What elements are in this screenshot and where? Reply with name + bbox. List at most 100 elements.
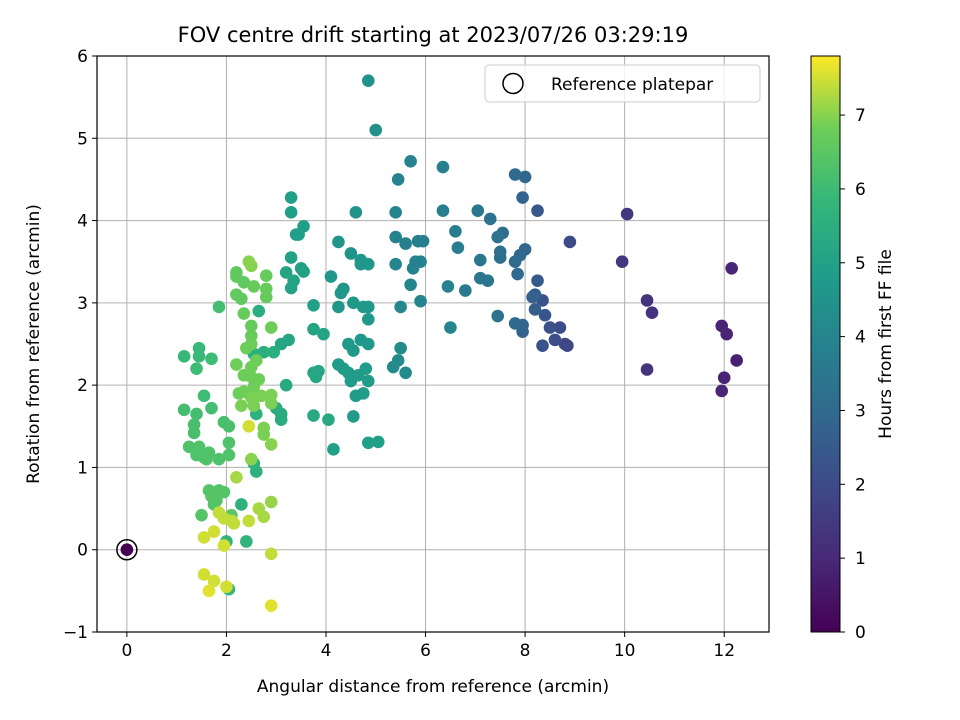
data-point bbox=[436, 160, 450, 174]
data-point bbox=[197, 389, 211, 403]
data-point bbox=[473, 253, 487, 267]
data-point bbox=[284, 251, 298, 264]
data-point bbox=[235, 292, 248, 306]
data-point bbox=[252, 304, 266, 318]
data-point bbox=[531, 274, 544, 287]
data-point bbox=[361, 300, 375, 314]
data-point bbox=[334, 286, 348, 300]
data-point bbox=[249, 465, 263, 478]
grid-lines bbox=[97, 55, 769, 633]
data-point bbox=[257, 345, 271, 359]
colorbar-tick-label: 2 bbox=[855, 475, 866, 495]
data-point bbox=[481, 274, 495, 287]
data-point bbox=[297, 265, 310, 278]
data-point bbox=[222, 419, 236, 433]
colorbar-tick-label: 6 bbox=[855, 180, 866, 200]
colorbar-tick-label: 3 bbox=[855, 401, 866, 421]
data-point bbox=[404, 155, 417, 168]
data-point bbox=[645, 306, 659, 320]
data-point bbox=[725, 261, 738, 275]
data-point bbox=[526, 290, 539, 304]
data-point bbox=[615, 255, 629, 269]
data-point bbox=[491, 309, 505, 323]
x-tick-label: 0 bbox=[121, 641, 132, 661]
data-point bbox=[245, 259, 258, 273]
colorbar-tick-label: 7 bbox=[855, 106, 866, 126]
data-point bbox=[508, 255, 522, 269]
data-point bbox=[332, 235, 345, 249]
data-point bbox=[307, 409, 320, 422]
data-point bbox=[399, 366, 412, 380]
legend-marker bbox=[502, 72, 524, 95]
data-point bbox=[347, 344, 360, 357]
data-point bbox=[284, 191, 298, 204]
data-point bbox=[414, 294, 427, 308]
data-point bbox=[327, 443, 340, 456]
data-point bbox=[177, 403, 191, 417]
data-point bbox=[212, 452, 226, 466]
legend-entry-reference-platepar: Reference platepar bbox=[551, 75, 713, 95]
data-point bbox=[284, 281, 298, 295]
plot-frame bbox=[96, 55, 770, 633]
data-point bbox=[715, 384, 729, 398]
data-point bbox=[344, 247, 358, 260]
data-point bbox=[207, 525, 221, 538]
data-point bbox=[620, 207, 634, 221]
data-point bbox=[441, 280, 455, 293]
data-point bbox=[404, 278, 417, 292]
data-point bbox=[235, 498, 248, 511]
data-point bbox=[207, 574, 221, 588]
reference-platepar-marker bbox=[116, 538, 138, 561]
x-tick-label: 12 bbox=[713, 641, 735, 661]
data-point bbox=[227, 517, 241, 530]
data-point bbox=[322, 413, 335, 427]
data-point bbox=[491, 230, 505, 244]
data-point bbox=[361, 337, 375, 351]
data-point bbox=[264, 321, 278, 334]
data-point bbox=[242, 419, 256, 433]
data-point bbox=[369, 123, 383, 137]
data-point bbox=[548, 333, 562, 347]
data-point bbox=[493, 251, 507, 264]
data-point bbox=[553, 321, 567, 334]
data-point bbox=[361, 436, 375, 450]
data-point bbox=[406, 261, 420, 275]
data-point bbox=[190, 362, 203, 375]
data-point bbox=[190, 407, 203, 421]
colorbar-ticks: 0 1 2 3 4 5 6 7 bbox=[840, 106, 866, 643]
data-point bbox=[120, 543, 134, 557]
data-point bbox=[518, 170, 532, 184]
data-point bbox=[389, 206, 402, 219]
data-point bbox=[361, 257, 375, 271]
data-point bbox=[220, 580, 233, 594]
x-tick-label: 6 bbox=[420, 641, 431, 661]
reference-platepar-circle bbox=[116, 538, 138, 561]
data-point bbox=[257, 428, 271, 441]
data-point bbox=[240, 535, 253, 548]
colorbar-tick-label: 5 bbox=[855, 254, 866, 274]
data-point bbox=[200, 452, 213, 466]
y-tick-label: 1 bbox=[77, 458, 88, 478]
data-point bbox=[257, 510, 271, 524]
data-point bbox=[640, 363, 654, 376]
data-point bbox=[242, 514, 256, 528]
data-point bbox=[254, 389, 268, 403]
data-point bbox=[182, 440, 196, 454]
data-point bbox=[399, 237, 412, 250]
data-point bbox=[347, 410, 360, 423]
data-point bbox=[284, 206, 298, 219]
data-point bbox=[720, 327, 733, 341]
y-tick-label: 6 bbox=[77, 47, 88, 67]
data-point bbox=[274, 337, 288, 351]
y-tick-label: −1 bbox=[63, 623, 88, 643]
colorbar-label: Hours from first FF file bbox=[876, 249, 896, 439]
data-point bbox=[245, 337, 258, 351]
data-point bbox=[436, 204, 450, 217]
data-point bbox=[264, 547, 278, 561]
x-axis-ticks: 0 2 4 6 8 10 12 bbox=[121, 632, 735, 661]
data-point bbox=[230, 471, 243, 484]
y-tick-label: 4 bbox=[77, 212, 88, 232]
data-point bbox=[389, 257, 402, 271]
x-tick-label: 4 bbox=[321, 641, 332, 661]
data-point bbox=[222, 436, 236, 450]
